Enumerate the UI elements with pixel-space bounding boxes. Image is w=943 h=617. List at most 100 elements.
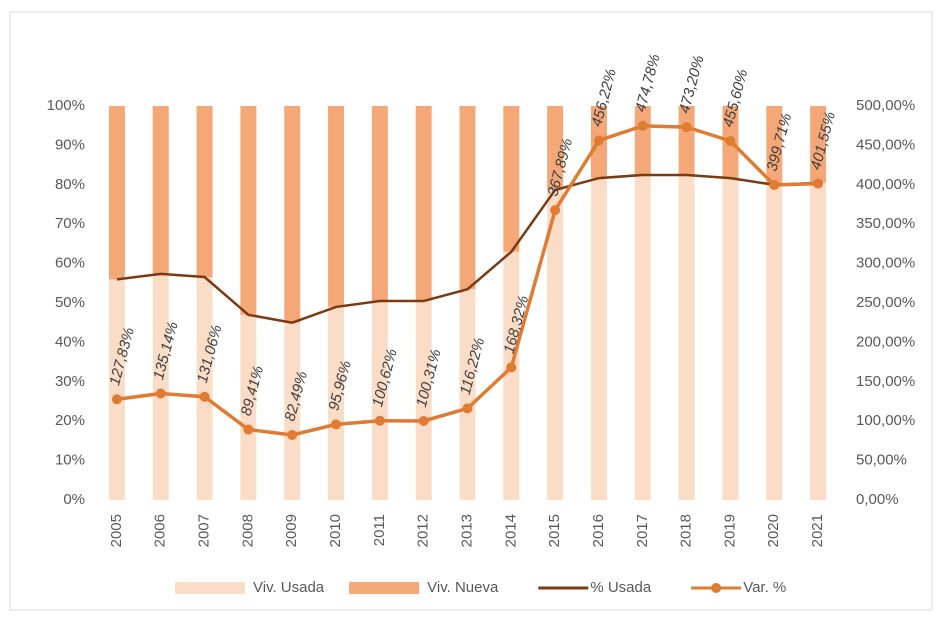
legend-marker — [711, 583, 722, 593]
bar — [371, 301, 388, 500]
data-label-group: 474,78% — [632, 52, 664, 114]
data-label-group: 456,22% — [588, 67, 620, 129]
line-marker — [462, 403, 473, 414]
x-tick-label: 2013 — [458, 514, 475, 547]
y2-tick-label: 500,00% — [856, 97, 915, 114]
y2-tick-label: 450,00% — [856, 136, 915, 153]
bar — [108, 106, 125, 280]
line-marker — [199, 391, 210, 402]
x-tick-label: 2010 — [327, 514, 344, 547]
bar — [415, 301, 432, 500]
y2-tick-label: 400,00% — [856, 176, 915, 193]
bar — [766, 106, 783, 185]
x-tick-label: 2017 — [634, 514, 651, 547]
bar — [634, 106, 651, 175]
data-label-group: 455,60% — [720, 67, 752, 129]
x-tick-label: 2019 — [721, 514, 738, 547]
line-marker — [813, 178, 824, 189]
x-tick-group: 2015 — [546, 514, 563, 547]
x-tick-label: 2006 — [152, 514, 169, 547]
data-label-group: 473,20% — [676, 54, 708, 116]
x-tick-group: 2016 — [590, 514, 607, 547]
line-series — [116, 173, 819, 324]
x-tick-label: 2016 — [590, 514, 607, 547]
legend-label: Viv. Usada — [253, 579, 325, 596]
x-tick-group: 2012 — [415, 514, 432, 547]
legend-swatch — [349, 582, 420, 594]
x-tick-label: 2011 — [371, 514, 388, 546]
legend-swatch — [175, 582, 245, 594]
bar — [284, 322, 301, 500]
bar — [371, 106, 388, 302]
y2-tick-label: 300,00% — [856, 255, 915, 272]
bar — [152, 106, 169, 274]
y-tick-label: 30% — [55, 373, 85, 390]
bar — [459, 106, 476, 290]
bar — [328, 106, 345, 307]
x-tick-group: 2007 — [196, 514, 213, 547]
x-tick-label: 2007 — [196, 514, 213, 547]
y2-tick-label: 50,00% — [856, 452, 907, 469]
line-marker — [681, 122, 692, 133]
data-label: 456,22% — [588, 67, 620, 129]
x-tick-label: 2008 — [239, 514, 256, 547]
y2-tick-label: 150,00% — [856, 373, 915, 390]
y-tick-label: 90% — [55, 136, 85, 153]
y2-tick-label: 250,00% — [856, 294, 915, 311]
y2-tick-label: 200,00% — [856, 333, 915, 350]
x-tick-label: 2005 — [108, 514, 125, 547]
bar — [108, 279, 125, 500]
y2-tick-label: 350,00% — [856, 215, 915, 232]
x-tick-group: 2013 — [458, 514, 475, 547]
x-tick-label: 2015 — [546, 514, 563, 547]
y2-tick-label: 100,00% — [856, 412, 915, 429]
x-tick-label: 2018 — [678, 514, 695, 547]
line-marker — [550, 205, 561, 216]
x-tick-group: 2008 — [239, 514, 256, 547]
bar — [240, 106, 257, 315]
line-marker — [287, 429, 298, 440]
y2-tick-label: 0,00% — [856, 491, 899, 508]
bar — [328, 306, 345, 500]
line-marker — [506, 362, 517, 373]
bar — [722, 178, 739, 501]
legend-label: Viv. Nueva — [427, 579, 499, 596]
bar — [590, 178, 607, 501]
bar — [415, 106, 432, 302]
x-tick-group: 2011 — [371, 514, 388, 546]
y-tick-label: 10% — [55, 452, 85, 469]
bar — [678, 174, 695, 500]
y-tick-label: 60% — [55, 255, 85, 272]
bar — [284, 106, 301, 323]
bar — [503, 251, 520, 500]
line-marker — [111, 394, 122, 405]
x-tick-group: 2020 — [765, 514, 782, 547]
line-marker — [331, 419, 342, 430]
data-label: 455,60% — [720, 67, 752, 129]
bar — [547, 106, 564, 190]
bar — [152, 273, 169, 500]
legend-label: % Usada — [590, 579, 652, 596]
line-marker — [769, 180, 780, 191]
legend-label: Var. % — [743, 579, 786, 596]
y-tick-label: 0% — [63, 491, 85, 508]
x-tick-group: 2014 — [502, 514, 519, 547]
bar — [240, 314, 257, 500]
x-tick-group: 2017 — [634, 514, 651, 547]
x-tick-group: 2005 — [108, 514, 125, 547]
y-tick-label: 20% — [55, 412, 85, 429]
bar — [634, 174, 651, 500]
y-tick-label: 100% — [47, 97, 85, 114]
x-tick-group: 2006 — [152, 514, 169, 547]
bar — [547, 189, 564, 500]
line-marker — [374, 415, 385, 426]
y-tick-label: 40% — [55, 333, 85, 350]
x-tick-group: 2021 — [809, 514, 826, 547]
bar — [196, 276, 213, 500]
line-marker — [418, 415, 429, 426]
x-tick-label: 2014 — [502, 514, 519, 547]
bar — [766, 184, 783, 501]
line-marker — [155, 388, 166, 399]
x-tick-group: 2010 — [327, 514, 344, 547]
